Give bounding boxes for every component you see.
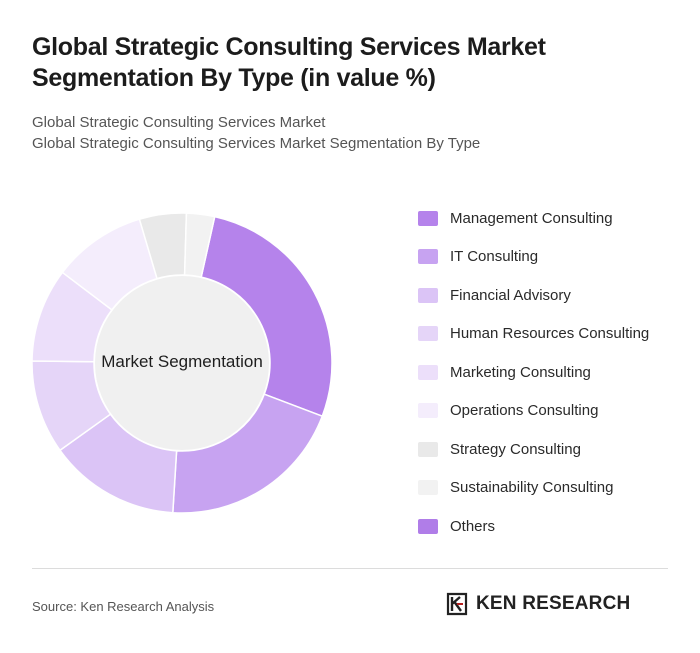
legend-swatch: [418, 480, 438, 496]
legend-item-others: Others: [418, 507, 649, 546]
legend-label: IT Consulting: [450, 248, 539, 266]
donut-center: [95, 276, 269, 450]
legend-label: Operations Consulting: [450, 402, 599, 420]
legend-swatch: [418, 364, 438, 380]
donut-chart: [31, 212, 333, 514]
donut-slice-management-consulting: [200, 215, 333, 418]
legend-item-financial-advisory: Financial Advisory: [418, 276, 649, 315]
legend-swatch: [418, 287, 438, 303]
ken-research-logo-icon: [446, 592, 468, 616]
legend-swatch: [418, 403, 438, 419]
legend-item-strategy-consulting: Strategy Consulting: [418, 430, 649, 469]
legend-item-marketing-consulting: Marketing Consulting: [418, 353, 649, 392]
legend-label: Financial Advisory: [450, 286, 571, 304]
chart-subtitle: Global Strategic Consulting Services Mar…: [32, 114, 326, 131]
footer-divider: [32, 568, 668, 569]
donut-center-label: Market Segmentation: [101, 352, 263, 371]
legend-label: Management Consulting: [450, 209, 613, 227]
legend-label: Others: [450, 517, 496, 535]
chart-title: Global Strategic Consulting Services Mar…: [32, 33, 546, 92]
legend-swatch: [418, 326, 438, 342]
legend-item-operations-consulting: Operations Consulting: [418, 392, 649, 431]
legend-item-sustainability-consulting: Sustainability Consulting: [418, 469, 649, 508]
chart-subtitle-secondary: Global Strategic Consulting Services Mar…: [32, 135, 481, 152]
legend-swatch: [418, 441, 438, 457]
legend-label: Marketing Consulting: [450, 363, 591, 381]
legend-item-it-consulting: IT Consulting: [418, 238, 649, 277]
ken-research-logo-text: KEN RESEARCH: [476, 593, 631, 614]
legend-item-management-consulting: Management Consulting: [418, 199, 649, 238]
legend-swatch: [418, 249, 438, 265]
legend-item-human-resources-consulting: Human Resources Consulting: [418, 315, 649, 354]
legend-swatch: [418, 210, 438, 226]
legend-label: Strategy Consulting: [450, 440, 581, 458]
ken-research-logo: KEN RESEARCH: [446, 592, 630, 616]
legend-label: Sustainability Consulting: [450, 479, 614, 497]
chart-legend: Management Consulting IT Consulting Financ…: [418, 199, 649, 546]
legend-label: Human Resources Consulting: [450, 325, 650, 343]
legend-swatch: [418, 518, 438, 534]
source-note: Source: Ken Research Analysis: [32, 599, 215, 614]
donut-slice-sustainability-consulting: [183, 212, 216, 279]
